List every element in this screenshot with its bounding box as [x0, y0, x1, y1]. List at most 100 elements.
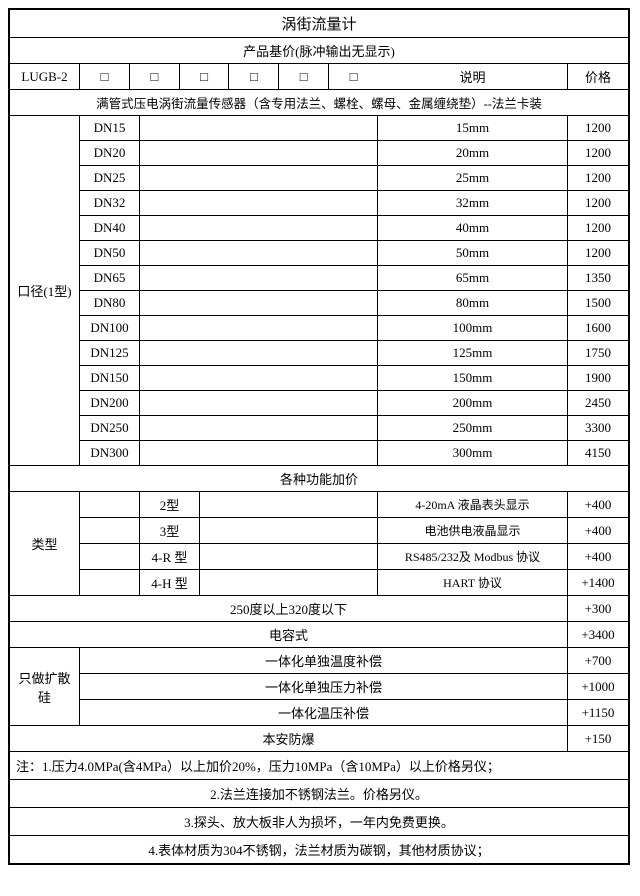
dn-desc: 32mm — [378, 191, 568, 215]
type-price: +400 — [568, 518, 628, 543]
type-desc: RS485/232及 Modbus 协议 — [378, 544, 568, 569]
dn-desc: 50mm — [378, 241, 568, 265]
box-5: □ — [279, 64, 329, 89]
dn-code: DN40 — [80, 216, 140, 240]
dn-price: 1200 — [568, 216, 628, 240]
type-section: 类型 2型4-20mA 液晶表头显示+4003型电池供电液晶显示+4004-R … — [10, 492, 628, 596]
dn-code: DN32 — [80, 191, 140, 215]
dn-desc: 20mm — [378, 141, 568, 165]
dn-desc: 65mm — [378, 266, 568, 290]
diff-row: 一体化单独压力补偿+1000 — [80, 674, 628, 700]
table-title: 涡街流量计 — [10, 10, 628, 37]
diameter-row: DN1515mm1200 — [80, 116, 628, 141]
dn-desc: 80mm — [378, 291, 568, 315]
dn-blank — [140, 366, 378, 390]
safe-row: 本安防爆 +150 — [10, 726, 628, 752]
diff-desc: 一体化单独温度补偿 — [80, 648, 568, 673]
diff-label: 只做扩散硅 — [10, 648, 80, 725]
diameter-row: DN40 40mm1200 — [80, 216, 628, 241]
diff-desc: 一体化单独压力补偿 — [80, 674, 568, 699]
dn-code: DN200 — [80, 391, 140, 415]
diff-section: 只做扩散硅 一体化单独温度补偿+700一体化单独压力补偿+1000一体化温压补偿… — [10, 648, 628, 726]
type-desc: 电池供电液晶显示 — [378, 518, 568, 543]
diameter-row: DN2525mm1200 — [80, 166, 628, 191]
diameter-row: DN100100mm1600 — [80, 316, 628, 341]
safe-price: +150 — [568, 726, 628, 751]
dn-price: 1200 — [568, 166, 628, 190]
diameter-row: DN5050mm1200 — [80, 241, 628, 266]
dn-desc: 200mm — [378, 391, 568, 415]
diff-price: +1000 — [568, 674, 628, 699]
diff-price: +1150 — [568, 700, 628, 725]
dn-desc: 100mm — [378, 316, 568, 340]
note-3: 3.探头、放大板非人为损坏，一年内免费更换。 — [10, 808, 628, 835]
box-3: □ — [180, 64, 230, 89]
dn-desc: 125mm — [378, 341, 568, 365]
note-1: 注：1.压力4.0MPa(含4MPa）以上加价20%，压力10MPa（含10MP… — [10, 752, 628, 779]
dn-code: DN65 — [80, 266, 140, 290]
cap-desc: 电容式 — [10, 622, 568, 647]
sensor-desc: 满管式压电涡街流量传感器（含专用法兰、螺栓、螺母、金属缠绕垫）--法兰卡装 — [10, 90, 628, 115]
dn-price: 1200 — [568, 141, 628, 165]
type-code: 4-R 型 — [140, 544, 200, 569]
lugb-label: LUGB-2 — [10, 64, 80, 89]
type-row: 4-H 型 HART 协议+1400 — [80, 570, 628, 595]
dn-blank — [140, 266, 378, 290]
dn-price: 1200 — [568, 241, 628, 265]
dn-blank — [140, 391, 378, 415]
price-header: 价格 — [568, 64, 628, 89]
type-code: 4-H 型 — [140, 570, 200, 595]
type-price: +400 — [568, 544, 628, 569]
box-1: □ — [80, 64, 130, 89]
dn-blank — [140, 291, 378, 315]
diameter-row: DN200200mm2450 — [80, 391, 628, 416]
cap-row: 电容式 +3400 — [10, 622, 628, 648]
table-subtitle: 产品基价(脉冲输出无显示) — [10, 38, 628, 63]
diameter-rows: DN1515mm1200DN2020mm1200DN2525mm1200DN32… — [80, 116, 628, 465]
dn-blank — [140, 166, 378, 190]
dn-price: 1600 — [568, 316, 628, 340]
dn-blank — [140, 241, 378, 265]
diameter-label: 口径(1型) — [10, 116, 80, 465]
dn-blank — [140, 141, 378, 165]
diameter-row: DN20 20mm1200 — [80, 141, 628, 166]
type-price: +1400 — [568, 570, 628, 595]
box-4: □ — [229, 64, 279, 89]
diff-rows: 一体化单独温度补偿+700一体化单独压力补偿+1000一体化温压补偿+1150 — [80, 648, 628, 725]
dn-code: DN25 — [80, 166, 140, 190]
dn-blank — [140, 316, 378, 340]
dn-blank — [140, 191, 378, 215]
dn-code: DN250 — [80, 416, 140, 440]
price-table: 涡街流量计 产品基价(脉冲输出无显示) LUGB-2 □ □ □ □ □ □ 说… — [8, 8, 630, 865]
dn-blank — [140, 441, 378, 465]
diff-row: 一体化温压补偿+1150 — [80, 700, 628, 725]
temp-desc: 250度以上320度以下 — [10, 596, 568, 621]
diameter-section: 口径(1型) DN1515mm1200DN2020mm1200DN2525mm1… — [10, 116, 628, 466]
note-4: 4.表体材质为304不锈钢，法兰材质为碳钢，其他材质协议； — [10, 836, 628, 863]
type-blank2 — [200, 570, 378, 595]
cap-price: +3400 — [568, 622, 628, 647]
type-row: 4-R 型 RS485/232及 Modbus 协议+400 — [80, 544, 628, 570]
dn-blank — [140, 416, 378, 440]
type-price: +400 — [568, 492, 628, 517]
dn-code: DN150 — [80, 366, 140, 390]
dn-code: DN15 — [80, 116, 140, 140]
type-rows: 2型4-20mA 液晶表头显示+4003型电池供电液晶显示+4004-R 型RS… — [80, 492, 628, 595]
diameter-row: DN6565mm1350 — [80, 266, 628, 291]
type-blank1 — [80, 492, 140, 517]
dn-desc: 250mm — [378, 416, 568, 440]
type-label: 类型 — [10, 492, 80, 595]
type-desc: HART 协议 — [378, 570, 568, 595]
note-2: 2.法兰连接加不锈钢法兰。价格另仪。 — [10, 780, 628, 807]
dn-desc: 40mm — [378, 216, 568, 240]
safe-desc: 本安防爆 — [10, 726, 568, 751]
type-blank2 — [200, 492, 378, 517]
dn-code: DN20 — [80, 141, 140, 165]
dn-desc: 300mm — [378, 441, 568, 465]
type-row: 3型 电池供电液晶显示+400 — [80, 518, 628, 544]
func-title: 各种功能加价 — [10, 466, 628, 491]
type-code: 3型 — [140, 518, 200, 543]
temp-row: 250度以上320度以下 +300 — [10, 596, 628, 622]
dn-code: DN80 — [80, 291, 140, 315]
diameter-row: DN300300mm4150 — [80, 441, 628, 465]
